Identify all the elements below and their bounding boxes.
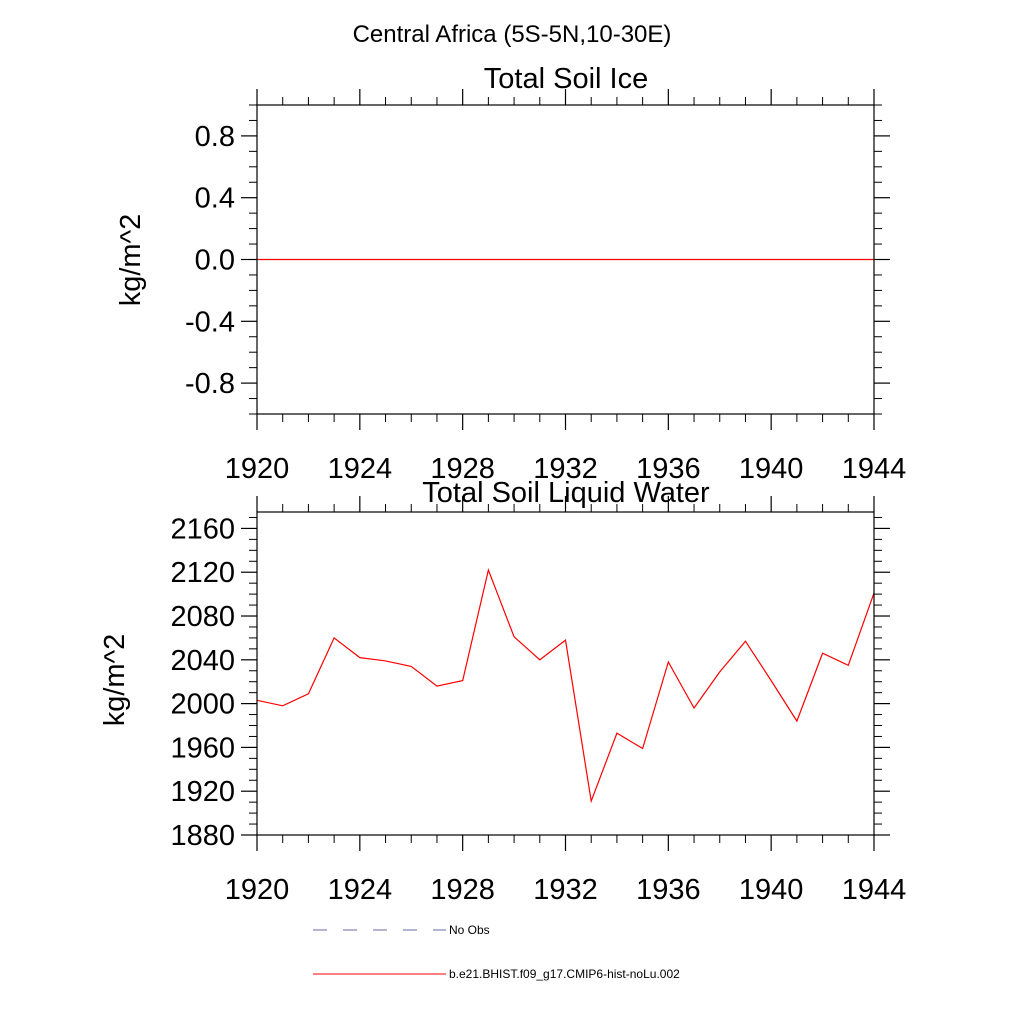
- y-tick-label: 0.8: [195, 121, 235, 153]
- legend-obs-label: No Obs: [449, 923, 490, 937]
- panel-title: Total Soil Liquid Water: [422, 477, 710, 509]
- x-tick-label: 1932: [533, 874, 598, 906]
- legend-model-label: b.e21.BHIST.f09_g17.CMIP6-hist-noLu.002: [449, 967, 680, 981]
- x-tick-label: 1928: [430, 453, 495, 485]
- y-tick-label: 2040: [170, 645, 235, 677]
- legend: No Obs b.e21.BHIST.f09_g17.CMIP6-hist-no…: [313, 923, 680, 981]
- y-tick-label: 2160: [170, 513, 235, 545]
- x-axis-ticks: 1920 1924 1928 1932 1936 1940 1944: [225, 89, 907, 485]
- x-tick-label: 1944: [842, 874, 907, 906]
- x-tick-label: 1920: [225, 453, 290, 485]
- figure-main-title: Central Africa (5S-5N,10-30E): [353, 21, 672, 48]
- y-tick-label: -0.4: [185, 306, 235, 338]
- x-tick-label: 1924: [328, 453, 393, 485]
- y-tick-label: 1920: [170, 776, 235, 808]
- y-tick-label: 2000: [170, 689, 235, 721]
- y-tick-label: 2080: [170, 601, 235, 633]
- plot-frame: [256, 104, 875, 415]
- y-axis-ticks: -0.8 -0.4 0.0 0.4 0.8: [185, 104, 890, 415]
- y-axis-label: kg/m^2: [99, 634, 131, 727]
- panel-soil-liquid-water: Total Soil Liquid Water kg/m^2 1920 1924 1…: [99, 477, 906, 906]
- x-tick-label: 1944: [842, 453, 907, 485]
- series-line: [256, 567, 875, 804]
- panel-soil-ice: Total Soil Ice kg/m^2 1920 1924 1928 1932 19…: [115, 63, 906, 485]
- x-tick-label: 1936: [636, 453, 701, 485]
- x-tick-label: 1920: [225, 874, 290, 906]
- y-tick-label: -0.8: [185, 368, 235, 400]
- x-tick-label: 1940: [739, 453, 804, 485]
- y-tick-label: 0.0: [195, 245, 235, 277]
- y-tick-label: 1960: [170, 732, 235, 764]
- x-tick-label: 1932: [533, 453, 598, 485]
- y-tick-label: 1880: [170, 820, 235, 852]
- y-tick-label: 0.4: [195, 183, 235, 215]
- x-tick-label: 1924: [328, 874, 393, 906]
- y-axis-ticks: 1880 1920 1960 2000 2040 2080 2120 2160: [170, 513, 890, 852]
- x-tick-label: 1936: [636, 874, 701, 906]
- y-axis-label: kg/m^2: [115, 214, 147, 307]
- x-tick-label: 1928: [430, 874, 495, 906]
- y-tick-label: 2120: [170, 557, 235, 589]
- x-tick-label: 1940: [739, 874, 804, 906]
- plot-frame: [256, 511, 875, 836]
- data-series: [256, 567, 875, 804]
- x-axis-ticks: 1920 1924 1928 1932 1936 1940 1944: [225, 496, 907, 906]
